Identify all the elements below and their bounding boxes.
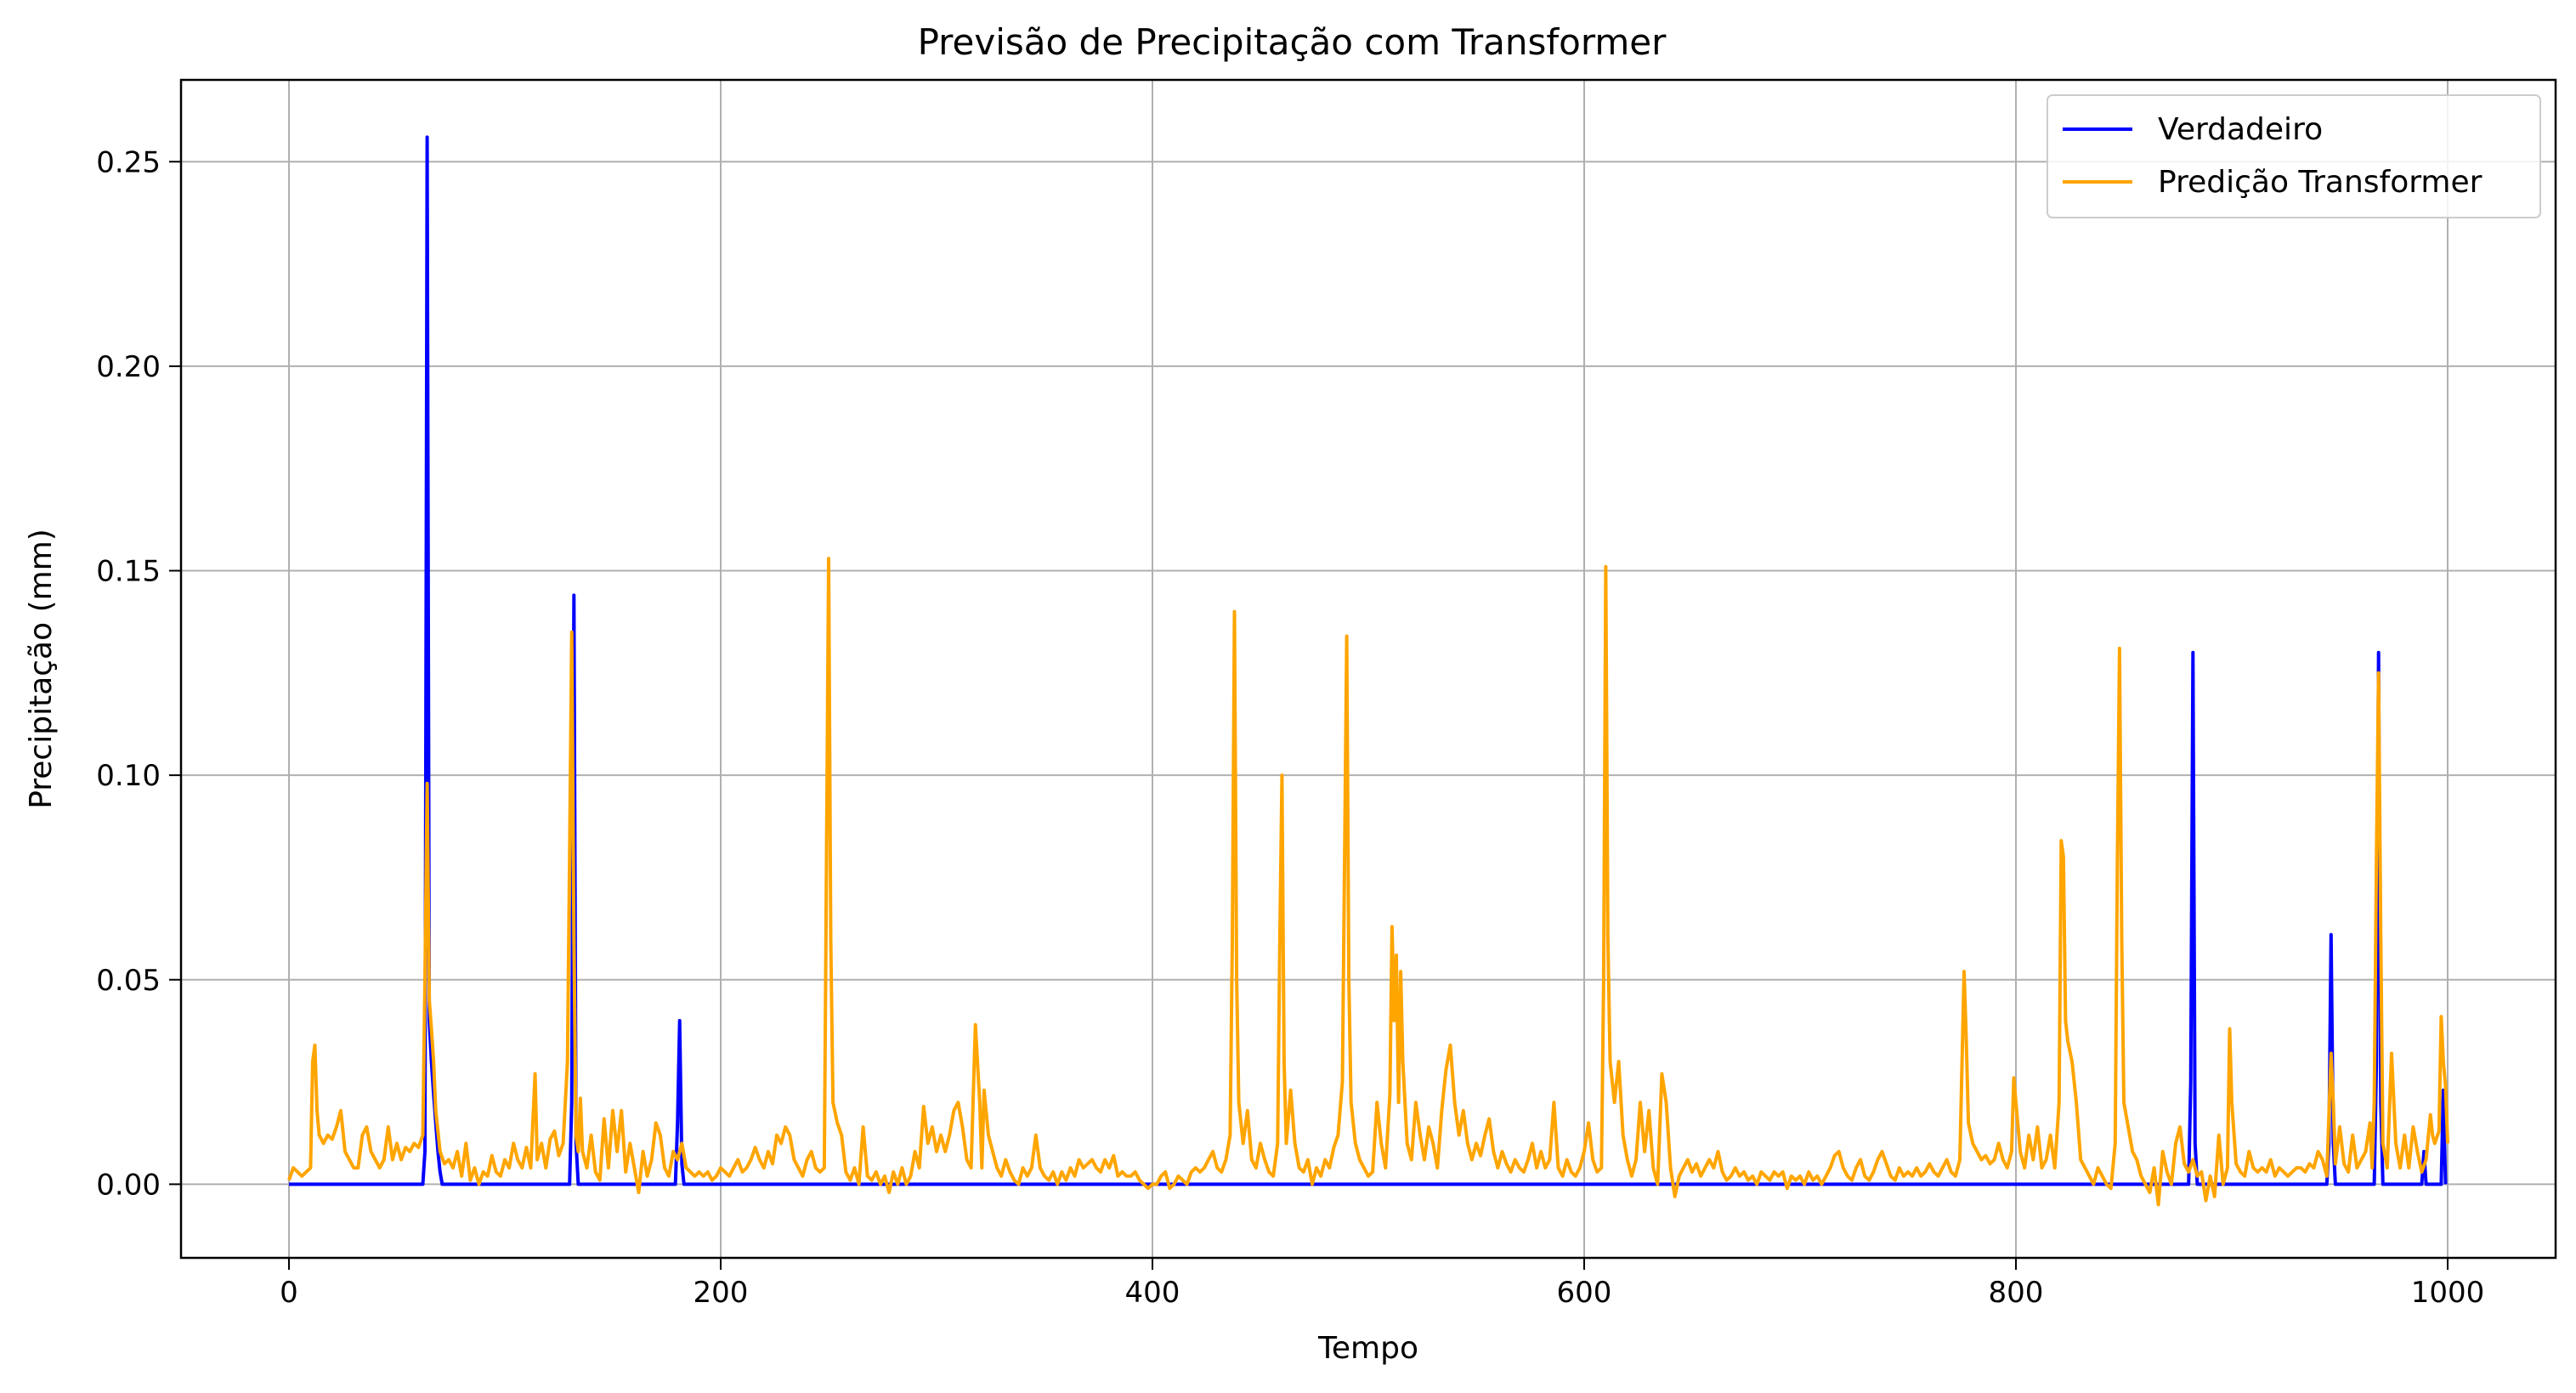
chart-title: Previsão de Precipitação com Transformer xyxy=(918,21,1667,63)
y-tick-label: 0.20 xyxy=(96,350,161,384)
x-tick-label: 200 xyxy=(694,1276,749,1310)
legend-label-1: Verdadeiro xyxy=(2158,112,2323,147)
y-tick-label: 0.10 xyxy=(96,759,161,793)
y-tick-label: 0.25 xyxy=(96,145,161,179)
legend-label-2: Predição Transformer xyxy=(2158,165,2483,200)
y-tick-label: 0.00 xyxy=(96,1168,161,1202)
series-layer xyxy=(287,135,2449,1207)
y-tick-label: 0.15 xyxy=(96,555,161,589)
plot-frame xyxy=(179,78,2557,1260)
y-axis: 0.00 0.05 0.10 0.15 0.20 0.25 xyxy=(96,145,181,1202)
x-tick-label: 1000 xyxy=(2411,1276,2485,1310)
x-tick-label: 600 xyxy=(1557,1276,1612,1310)
y-tick-label: 0.05 xyxy=(96,964,161,998)
x-tick-label: 400 xyxy=(1125,1276,1180,1310)
x-axis: 0 200 400 600 800 1000 xyxy=(280,1258,2484,1310)
x-axis-label: Tempo xyxy=(1317,1331,1418,1366)
legend-box xyxy=(2047,94,2541,218)
y-axis-label: Precipitação (mm) xyxy=(24,529,59,809)
x-tick-label: 800 xyxy=(1989,1276,2044,1310)
legend: Verdadeiro Predição Transformer xyxy=(2047,94,2541,218)
series-line-2 xyxy=(287,557,2449,1207)
x-tick-label: 0 xyxy=(280,1276,298,1310)
